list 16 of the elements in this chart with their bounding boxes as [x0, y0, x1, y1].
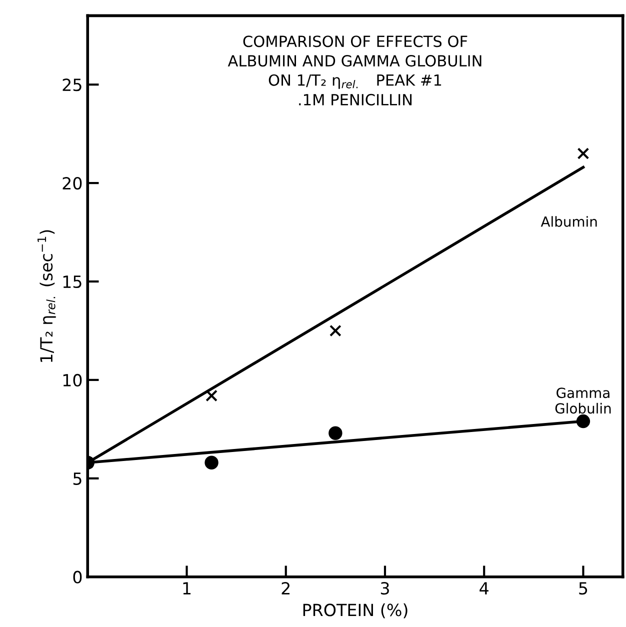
- x-tick-label: 5: [579, 582, 588, 595]
- y-tick-label: 20: [62, 177, 82, 190]
- y-tick-label: 25: [62, 78, 82, 92]
- x-tick-label: 3: [380, 582, 389, 595]
- y-tick-label: 10: [63, 374, 82, 387]
- x-tick-label: 2: [282, 582, 290, 594]
- y-tick-label: 15: [63, 276, 82, 288]
- y-tick-label: 5: [73, 472, 82, 485]
- x-tick-label: 1: [183, 582, 191, 594]
- y-axis-title: 1/T₂ η$_{rel.}$ (sec$^{−1}$): [38, 230, 56, 362]
- series-label: Albumin: [540, 216, 597, 227]
- x-tick-label: 4: [480, 582, 488, 594]
- y-tick-label: 0: [73, 570, 82, 584]
- series-label: Gamma Globulin: [555, 388, 611, 414]
- x-axis-title: PROTEIN (%): [303, 603, 408, 618]
- chart-title: COMPARISON OF EFFECTS OF ALBUMIN AND GAMMA GLOBULIN ON 1/T₂ η$_{rel.}$ PEAK #1 .1M PENICILLIN: [228, 36, 482, 106]
